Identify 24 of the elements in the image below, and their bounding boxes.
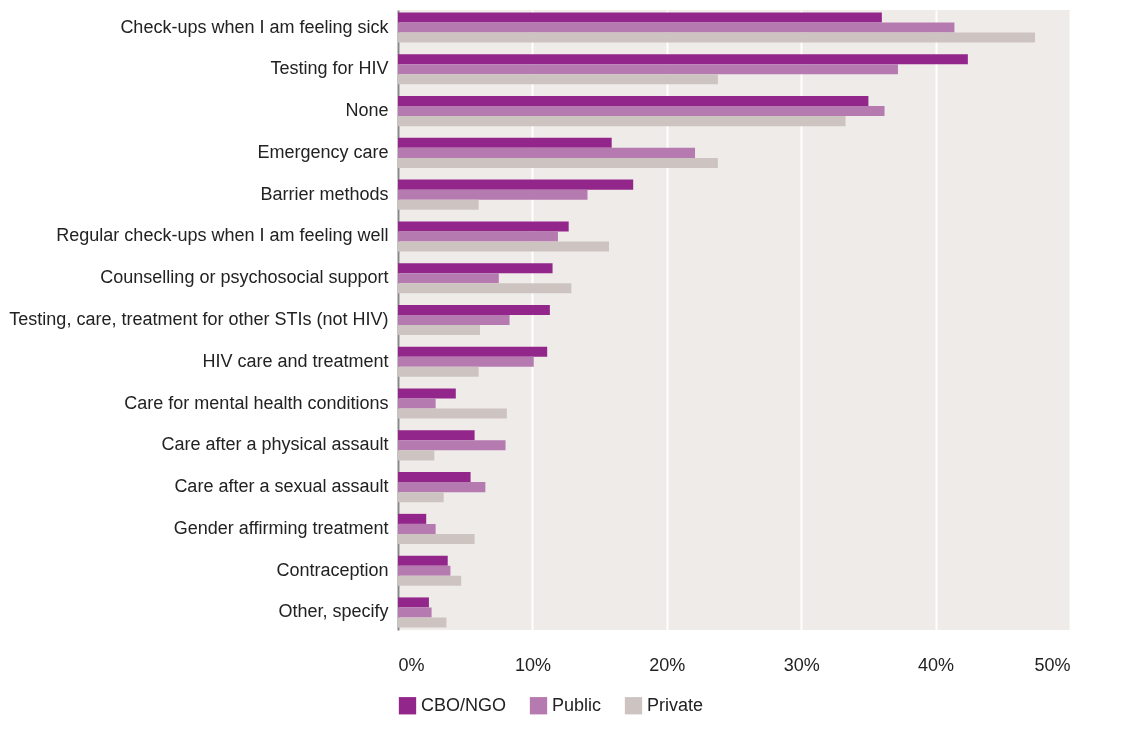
y-tick-label: Care after a sexual assault <box>174 476 389 497</box>
x-tick-label: 20% <box>649 654 686 675</box>
y-tick-label: Other, specify <box>278 601 389 622</box>
y-tick-label: HIV care and treatment <box>202 350 389 371</box>
y-tick-label: Care after a physical assault <box>161 434 389 455</box>
x-tick-label: 30% <box>783 654 820 675</box>
y-tick-label: Testing for HIV <box>270 58 389 79</box>
x-tick-label: 40% <box>918 654 955 675</box>
y-tick-label: Barrier methods <box>260 183 389 204</box>
y-tick-label: Care for mental health conditions <box>124 392 389 413</box>
y-tick-label: Emergency care <box>257 141 389 162</box>
legend-label: Private <box>647 694 704 715</box>
y-tick-label: Check-ups when I am feeling sick <box>120 16 390 37</box>
y-tick-label: Regular check-ups when I am feeling well <box>56 225 389 246</box>
y-tick-label: Testing, care, treatment for other STIs (not HIV) <box>9 309 389 329</box>
y-tick-label: Gender affirming treatment <box>173 517 389 538</box>
y-tick-label: Contraception <box>276 559 389 580</box>
x-tick-label: 0% <box>398 654 425 675</box>
x-tick-label: 50% <box>1034 654 1071 675</box>
y-tick-label: Counselling or psychosocial support <box>100 267 389 288</box>
x-tick-label: 10% <box>514 654 551 675</box>
legend-label: CBO/NGO <box>421 694 507 715</box>
y-tick-label: None <box>345 100 389 121</box>
legend-label: Public <box>552 694 602 715</box>
